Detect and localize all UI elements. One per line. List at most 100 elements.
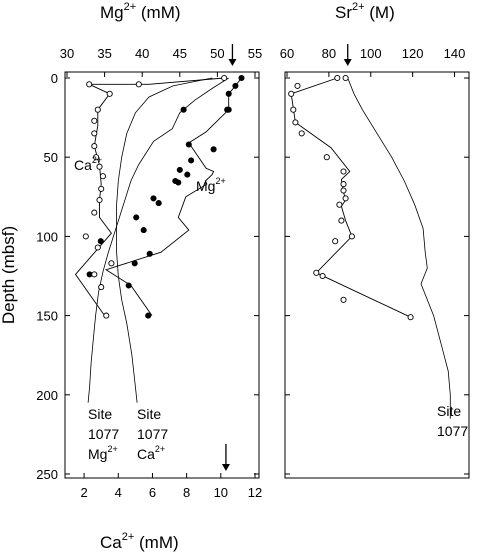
left-point-mg2 xyxy=(145,312,152,319)
left-point-mg2 xyxy=(210,146,217,153)
left-point-ca2 xyxy=(94,106,101,113)
axis-ticks-layer: 0 50 100 150 200 250 30 35 40 45 50 55 2 4 6 8 10 12 60 80 1… xyxy=(36,46,469,500)
right-point-sr2 xyxy=(340,187,347,194)
right-point-sr2 xyxy=(332,238,339,245)
right-panel-frame xyxy=(284,71,470,479)
left-series-line-ca2 xyxy=(74,77,225,316)
right-point-sr2 xyxy=(290,106,297,113)
label-site1077-ca-line: Ca2+ xyxy=(137,444,165,462)
right-point-sr2 xyxy=(319,272,326,280)
left-point-mg2 xyxy=(184,171,191,178)
label-site1077-mg-line: 1077 xyxy=(88,426,119,442)
right-point-sr2 xyxy=(340,181,347,188)
right-point-sr2 xyxy=(407,314,414,321)
left-point-mg2 xyxy=(140,227,147,234)
left-point-ca2 xyxy=(91,117,98,124)
left-bottom-axis-title: Ca2+ (mM) xyxy=(100,531,179,552)
top-tick-label: 120 xyxy=(402,46,424,61)
left-point-mg2 xyxy=(131,260,138,267)
right-point-sr2 xyxy=(342,74,349,82)
right-series-line-sr2 xyxy=(290,77,411,318)
left-series-line-mg2 xyxy=(105,77,242,316)
right-point-sr2 xyxy=(338,217,345,224)
left-point-ca2 xyxy=(135,81,142,88)
top-tick-label: 50 xyxy=(210,46,224,61)
right-point-sr2 xyxy=(336,201,343,208)
left-point-mg2 xyxy=(150,195,157,202)
y-tick-label: 200 xyxy=(36,388,58,403)
left-point-ca2 xyxy=(96,196,103,204)
right-top-axis-title: Sr2+ (M) xyxy=(335,1,395,22)
ca-seawater-arrow-head xyxy=(221,464,230,471)
top-tick-label: 35 xyxy=(97,46,111,61)
left-point-mg2 xyxy=(224,106,231,113)
label-mg: Mg2+ xyxy=(196,176,226,194)
y-tick-label: 250 xyxy=(36,467,58,482)
left-point-ca2 xyxy=(106,90,113,97)
right-point-sr2 xyxy=(292,119,299,126)
left-panel-frame xyxy=(64,71,260,479)
left-point-mg2 xyxy=(125,282,132,289)
left-point-ca2 xyxy=(93,154,100,161)
right-point-sr2 xyxy=(340,296,347,303)
annotations-layer: Ca2+ Mg2+ Site 1077 Mg2+ Site 1077 Ca2+ Site 1077 xyxy=(74,44,468,471)
left-point-ca2 xyxy=(91,130,98,137)
label-site1077-sr-line: Site xyxy=(437,403,461,419)
left-series-line-site-1077-mg2 xyxy=(87,77,229,403)
right-point-sr2 xyxy=(348,233,355,240)
left-point-ca2 xyxy=(94,244,101,251)
top-tick-label: 80 xyxy=(322,46,336,61)
bottom-tick-label: 12 xyxy=(248,485,262,500)
left-point-ca2 xyxy=(103,312,110,319)
top-tick-label: 30 xyxy=(60,46,74,61)
left-point-ca2 xyxy=(108,260,115,267)
left-point-mg2 xyxy=(133,214,140,221)
bottom-tick-label: 8 xyxy=(183,485,190,500)
top-tick-label: 55 xyxy=(248,46,262,61)
bottom-tick-label: 4 xyxy=(115,485,122,500)
left-point-mg2 xyxy=(175,179,182,186)
left-point-mg2 xyxy=(238,74,245,82)
left-point-mg2 xyxy=(155,200,162,207)
right-point-sr2 xyxy=(313,269,320,276)
left-point-mg2 xyxy=(146,250,153,257)
left-point-ca2 xyxy=(91,271,98,278)
top-tick-label: 40 xyxy=(135,46,149,61)
y-axis-title: Depth (mbsf) xyxy=(0,226,18,324)
left-point-ca2 xyxy=(99,173,106,180)
mg-seawater-arrow-head xyxy=(228,59,237,66)
left-point-mg2 xyxy=(232,82,239,89)
left-point-mg2 xyxy=(225,90,232,97)
bottom-tick-label: 10 xyxy=(214,485,228,500)
y-tick-label: 150 xyxy=(36,309,58,324)
left-point-mg2 xyxy=(180,106,187,113)
left-point-mg2 xyxy=(185,141,192,148)
left-top-axis-title: Mg2+ (mM) xyxy=(100,1,181,22)
right-point-sr2 xyxy=(334,74,341,82)
right-point-sr2 xyxy=(298,130,305,137)
top-tick-label: 45 xyxy=(173,46,187,61)
top-tick-label: 140 xyxy=(444,46,466,61)
y-tick-label: 50 xyxy=(44,150,58,165)
bottom-tick-label: 2 xyxy=(80,485,87,500)
label-ca: Ca2+ xyxy=(74,155,102,173)
right-point-sr2 xyxy=(340,168,347,175)
left-point-ca2 xyxy=(86,81,93,88)
bottom-tick-label: 6 xyxy=(149,485,156,500)
left-point-ca2 xyxy=(91,143,98,150)
y-tick-label: 100 xyxy=(36,229,58,244)
right-point-sr2 xyxy=(323,154,330,161)
label-site1077-mg-line: Mg2+ xyxy=(88,444,118,462)
left-point-ca2 xyxy=(98,284,105,291)
right-point-sr2 xyxy=(342,195,349,202)
label-site1077-mg-line: Site xyxy=(88,406,112,422)
left-point-ca2 xyxy=(221,74,228,82)
label-site1077-ca-line: 1077 xyxy=(137,426,168,442)
left-point-mg2 xyxy=(97,238,104,245)
left-point-mg2 xyxy=(188,157,195,164)
right-series-line-site-1077 xyxy=(347,77,451,419)
y-tick-label: 0 xyxy=(51,71,58,86)
left-point-ca2 xyxy=(82,233,89,240)
